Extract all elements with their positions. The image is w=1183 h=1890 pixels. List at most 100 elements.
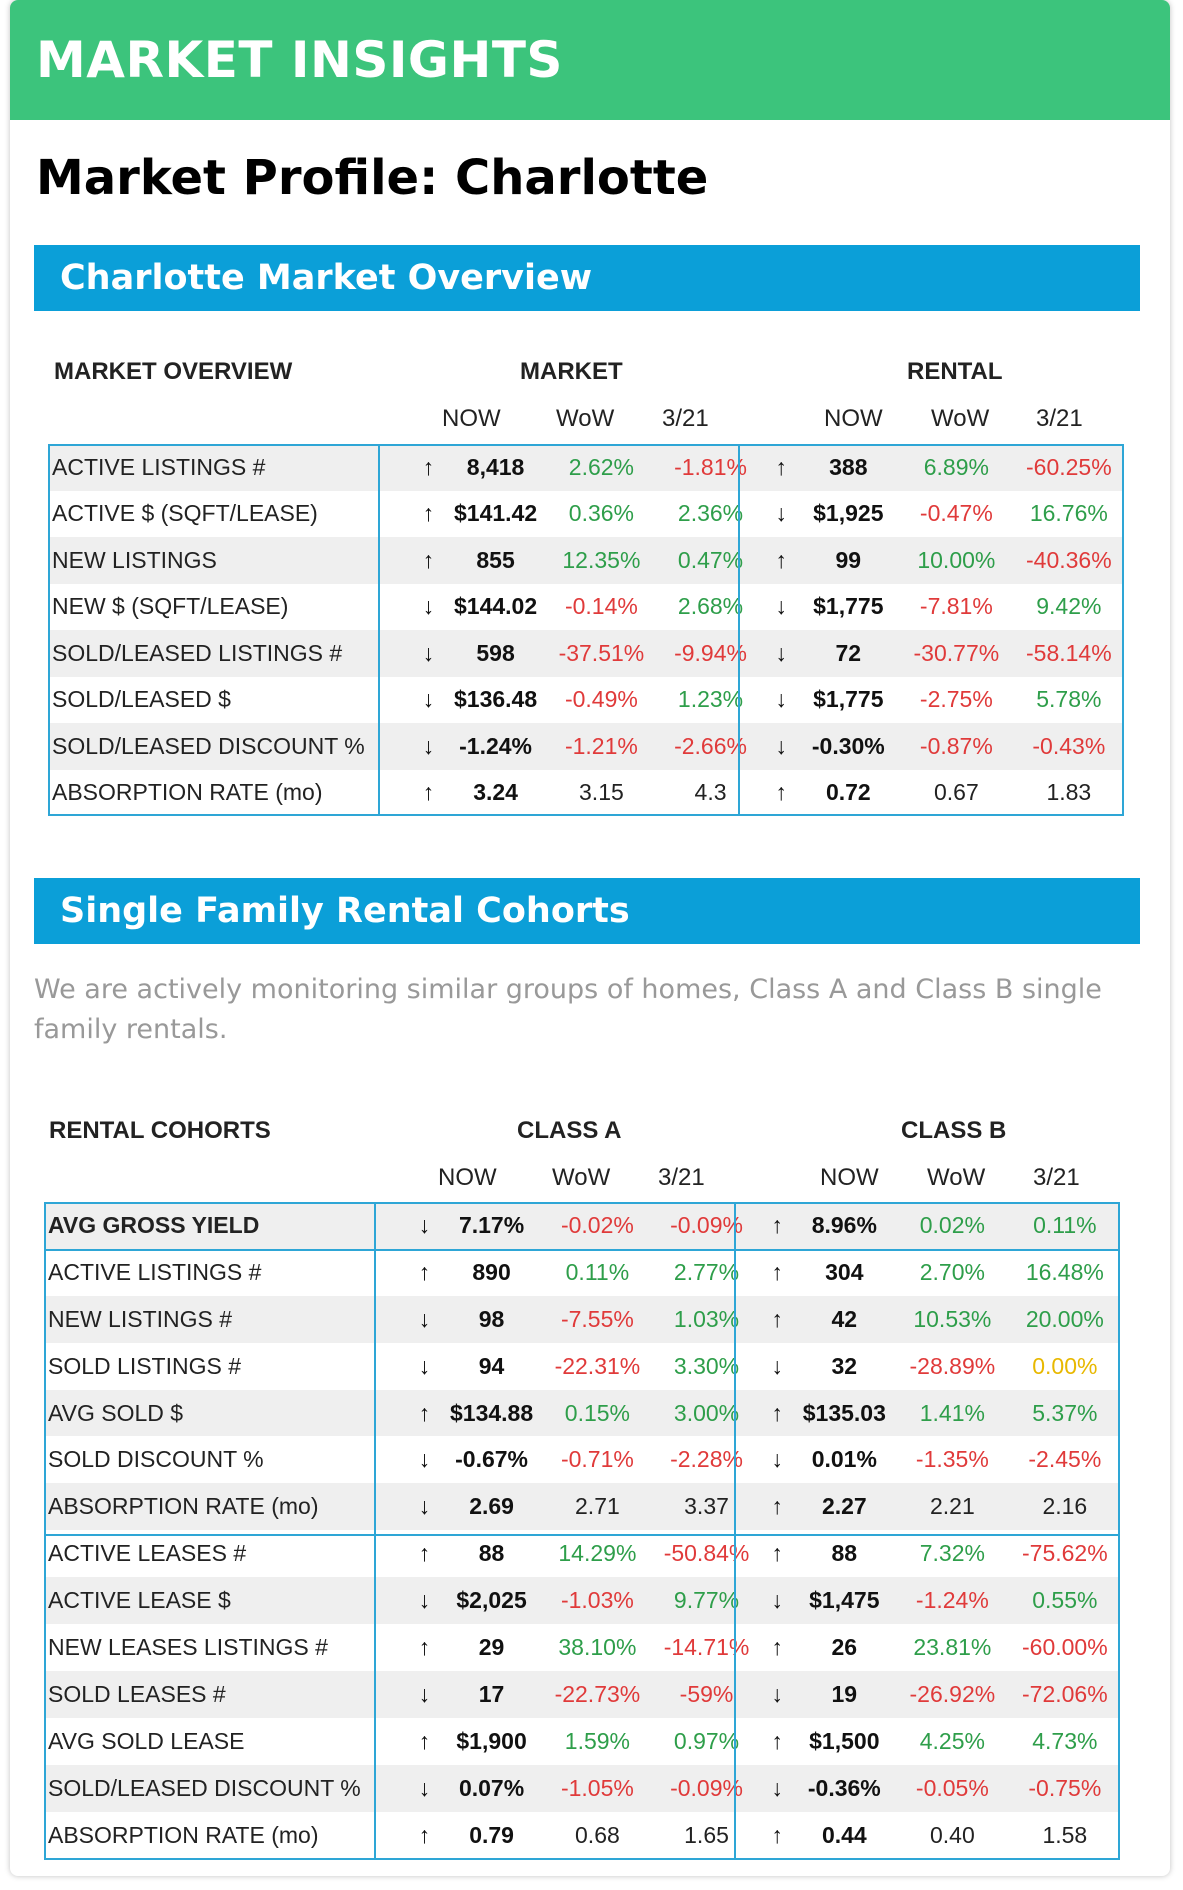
- row-label: ACTIVE LEASES #: [48, 1540, 247, 1567]
- date-value: 20.00%: [1009, 1295, 1120, 1343]
- cohorts-section-heading: Single Family Rental Cohorts: [34, 878, 1140, 944]
- date-value: -0.09%: [652, 1764, 761, 1812]
- trend-arrow-icon: ↓: [407, 1670, 441, 1718]
- now-value: 0.07%: [440, 1764, 543, 1812]
- trend-arrow-icon: ↑: [407, 1389, 441, 1437]
- now-value: $1,775: [813, 686, 884, 713]
- row-label: NEW LISTINGS #: [44, 1295, 408, 1343]
- table-row: ACTIVE LISTINGS # ↑ 890 0.11% 2.77% ↑ 304 2.70%…: [44, 1249, 1120, 1296]
- wow-value: -1.03%: [542, 1577, 653, 1625]
- wow-value: -0.02%: [542, 1202, 653, 1249]
- now-value: 8,418: [444, 444, 547, 491]
- wow-value: 14.29%: [558, 1540, 637, 1567]
- date-value: 2.36%: [677, 500, 744, 527]
- now-value: $135.03: [793, 1389, 896, 1437]
- trend-arrow-icon: ↑: [760, 1483, 794, 1531]
- date-value: 16.48%: [1025, 1258, 1104, 1285]
- trend-arrow-icon: ↑: [760, 1389, 794, 1437]
- table-row: AVG SOLD LEASE ↑ $1,900 1.59% 0.97% ↑ $1,500 4.…: [44, 1718, 1120, 1765]
- now-value: $144.02: [454, 593, 538, 620]
- trend-arrow-icon: ↑: [418, 1821, 431, 1848]
- date-value: 0.55%: [1009, 1577, 1120, 1625]
- now-value: 7.17%: [440, 1202, 543, 1249]
- now-value: $141.42: [454, 500, 538, 527]
- wow-value: -30.77%: [899, 630, 1014, 677]
- date-value: 9.42%: [1036, 593, 1102, 620]
- row-label: SOLD LISTINGS #: [48, 1352, 242, 1379]
- overview-table: ACTIVE LISTINGS # ↑ 8,418 2.62% -1.81% ↑ 388 6.…: [48, 444, 1124, 816]
- trend-arrow-icon: ↓: [418, 1352, 431, 1379]
- overview-col-date-market: 3/21: [662, 405, 709, 432]
- row-label: SOLD DISCOUNT %: [48, 1446, 264, 1473]
- now-value: 94: [478, 1352, 505, 1379]
- now-value: $136.48: [454, 686, 538, 713]
- table-row: NEW LISTINGS # ↓ 98 -7.55% 1.03% ↑ 42 10.53% 20.…: [44, 1295, 1120, 1343]
- wow-value: -22.31%: [554, 1352, 641, 1379]
- trend-arrow-icon: ↓: [775, 593, 787, 620]
- wow-value: -2.75%: [919, 686, 993, 713]
- wow-value: -0.47%: [919, 500, 993, 527]
- table-row: ABSORPTION RATE (mo) ↑ 3.24 3.15 4.3 ↑ 0.72 0.6…: [48, 770, 1124, 817]
- wow-value: 7.32%: [919, 1540, 985, 1567]
- wow-value: 2.21: [895, 1483, 1010, 1531]
- now-value: 2.27: [793, 1483, 896, 1531]
- wow-value: -0.71%: [560, 1446, 634, 1473]
- row-label: NEW LEASES LISTINGS #: [48, 1633, 328, 1660]
- trend-arrow-icon: ↑: [760, 1202, 794, 1249]
- trend-arrow-icon: ↑: [771, 1633, 783, 1660]
- wow-value: 2.70%: [919, 1258, 985, 1285]
- cohorts-group-class-a: CLASS A: [517, 1117, 622, 1144]
- date-value: 3.30%: [673, 1352, 740, 1379]
- now-value: $1,500: [809, 1727, 880, 1754]
- trend-arrow-icon: ↓: [775, 500, 787, 527]
- overview-col-wow-market: WoW: [556, 405, 615, 432]
- now-value: 88: [831, 1540, 858, 1567]
- now-value: 3.24: [473, 779, 518, 806]
- table-row: NEW $ (SQFT/LEASE) ↓ $144.02 -0.14% 2.68% ↓ $1…: [48, 584, 1124, 631]
- now-value: 8.96%: [793, 1202, 896, 1249]
- wow-value: -0.14%: [564, 593, 638, 620]
- overview-group-rental: RENTAL: [907, 358, 1003, 385]
- overview-group-market: MARKET: [520, 358, 623, 385]
- wow-value: 0.36%: [568, 500, 634, 527]
- wow-value: 38.10%: [558, 1633, 637, 1660]
- wow-value: 0.11%: [565, 1258, 630, 1285]
- wow-value: 0.15%: [542, 1389, 653, 1437]
- table-row: ACTIVE LEASE $ ↓ $2,025 -1.03% 9.77% ↓ $1,475-…: [44, 1577, 1120, 1625]
- overview-section-heading: Charlotte Market Overview: [34, 245, 1140, 311]
- date-value: -59%: [652, 1670, 761, 1718]
- now-value: 0.72: [825, 779, 871, 806]
- trend-arrow-icon: ↓: [407, 1483, 441, 1531]
- now-value: 0.44: [821, 1821, 867, 1848]
- wow-value: -0.87%: [899, 723, 1014, 770]
- trend-arrow-icon: ↑: [771, 1258, 783, 1285]
- row-label: ABSORPTION RATE (mo): [44, 1483, 408, 1531]
- date-value: -60.00%: [1022, 1633, 1108, 1660]
- date-value: -60.25%: [1013, 444, 1124, 491]
- now-value: 98: [440, 1295, 543, 1343]
- row-label: AVG SOLD LEASE: [48, 1727, 245, 1754]
- trend-arrow-icon: ↓: [411, 723, 445, 770]
- date-value: 2.16: [1009, 1483, 1120, 1531]
- now-value: 19: [793, 1670, 896, 1718]
- wow-value: -0.49%: [564, 686, 638, 713]
- trend-arrow-icon: ↓: [407, 1202, 441, 1249]
- now-value: 99: [797, 537, 900, 584]
- trend-arrow-icon: ↓: [764, 630, 798, 677]
- date-value: 5.37%: [1009, 1389, 1120, 1437]
- now-value: 388: [797, 444, 900, 491]
- wow-value: 0.02%: [895, 1202, 1010, 1249]
- date-value: -1.81%: [656, 444, 765, 491]
- trend-arrow-icon: ↑: [411, 444, 445, 491]
- wow-value: 0.40: [929, 1821, 975, 1848]
- trend-arrow-icon: ↑: [771, 1821, 783, 1848]
- cohorts-table: AVG GROSS YIELD ↓ 7.17% -0.02% -0.09% ↑ 8.96% 0…: [44, 1202, 1120, 1858]
- date-value: -2.28%: [670, 1446, 743, 1473]
- wow-value: -26.92%: [895, 1670, 1010, 1718]
- cohorts-col-now-b: NOW: [820, 1164, 879, 1191]
- date-value: 3.00%: [652, 1389, 761, 1437]
- wow-value: 2.62%: [546, 444, 657, 491]
- trend-arrow-icon: ↑: [422, 500, 435, 527]
- cohorts-col-now-a: NOW: [438, 1164, 497, 1191]
- trend-arrow-icon: ↑: [771, 1727, 783, 1754]
